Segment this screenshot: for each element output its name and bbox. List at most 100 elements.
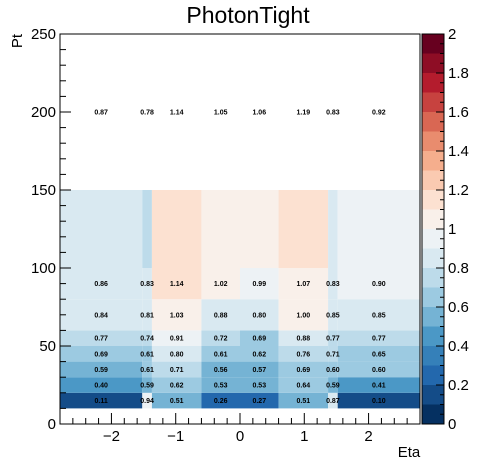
colorbar-tick-label: 0.2 <box>448 377 469 394</box>
heatmap-cell <box>337 190 420 268</box>
colorbar-tick-label: 2 <box>448 26 456 43</box>
heatmap-cell <box>278 299 329 331</box>
colorbar-segment <box>422 170 444 190</box>
heatmap-cell <box>60 190 143 268</box>
heatmap-cell <box>337 392 420 409</box>
cell-value-label: 1.05 <box>214 110 228 117</box>
cell-value-label: 0.60 <box>372 367 386 374</box>
heatmap-cell <box>201 190 240 268</box>
cell-value-label: 0.80 <box>252 312 266 319</box>
heatmap-cell <box>337 377 420 393</box>
heatmap-cell <box>328 361 338 378</box>
colorbar-tick-label: 1.8 <box>448 65 469 82</box>
heatmap-cell <box>328 299 338 331</box>
colorbar-segment <box>422 190 444 210</box>
heatmap-cell <box>142 361 152 378</box>
colorbar-tick-label: 1.4 <box>448 143 469 160</box>
heatmap-cell <box>240 330 279 346</box>
heatmap-cell <box>142 330 152 346</box>
heatmap-cell <box>201 330 240 346</box>
heatmap-cell <box>151 392 202 409</box>
cell-value-label: 0.51 <box>297 398 311 405</box>
cell-value-label: 0.10 <box>372 398 386 405</box>
cell-value-label: 1.00 <box>297 312 311 319</box>
cell-value-label: 1.14 <box>170 281 184 288</box>
heatmap-cells <box>60 190 420 409</box>
cell-value-label: 0.61 <box>140 367 154 374</box>
heatmap-cell <box>201 268 240 300</box>
x-axis-label: Eta <box>398 444 421 461</box>
heatmap-cell <box>60 346 143 362</box>
heatmap-cell <box>151 299 202 331</box>
cell-value-label: 0.83 <box>140 281 154 288</box>
cell-value-label: 0.83 <box>326 110 340 117</box>
colorbar-tick-label: 0.8 <box>448 260 469 277</box>
heatmap-cell <box>142 299 152 331</box>
colorbar-segment <box>422 112 444 132</box>
heatmap-cell <box>240 392 279 409</box>
heatmap-cell <box>328 392 338 409</box>
y-axis: 0 50 100 150 200 250 <box>31 26 71 433</box>
heatmap-cell <box>240 268 279 300</box>
y-tick-label: 200 <box>31 104 56 121</box>
colorbar-tick-label: 1.6 <box>448 104 469 121</box>
y-tick-label: 250 <box>31 26 56 43</box>
cell-value-label: 0.87 <box>326 398 340 405</box>
heatmap-cell <box>142 190 152 268</box>
cell-value-label: 0.84 <box>94 312 108 319</box>
heatmap-cell <box>60 392 143 409</box>
heatmap-cell <box>151 268 202 300</box>
heatmap-cell <box>240 361 279 378</box>
heatmap-cell <box>201 377 240 393</box>
colorbar-segment <box>422 92 444 112</box>
colorbar-segment <box>422 385 444 405</box>
heatmap-cell <box>151 377 202 393</box>
heatmap-cell <box>240 299 279 331</box>
cell-value-label: 0.85 <box>326 312 340 319</box>
cell-value-label: 0.77 <box>94 336 108 343</box>
x-axis: −2 −1 0 1 2 <box>59 413 421 445</box>
heatmap-cell <box>142 346 152 362</box>
cell-value-label: 0.59 <box>140 383 154 390</box>
colorbar-segment <box>422 131 444 151</box>
colorbar-tick-label: 0 <box>448 416 456 433</box>
y-tick-label: 0 <box>48 416 56 433</box>
colorbar-segment <box>422 268 444 288</box>
cell-value-label: 0.69 <box>94 351 108 358</box>
heatmap-cell <box>60 299 143 331</box>
heatmap-cell <box>240 346 279 362</box>
heatmap-value-labels: 0.11 0.94 0.51 0.26 0.27 0.51 0.87 0.10 0.40 0.59… <box>94 110 385 406</box>
heatmap-cell <box>328 377 338 393</box>
heatmap-cell <box>201 299 240 331</box>
heatmap-cell <box>328 268 338 300</box>
colorbar-segment <box>422 404 444 424</box>
colorbar-segment <box>422 307 444 327</box>
heatmap-cell <box>201 361 240 378</box>
x-tick-label: −2 <box>103 428 120 445</box>
cell-value-label: 0.88 <box>297 336 311 343</box>
heatmap-cell <box>337 330 420 346</box>
cell-value-label: 0.61 <box>140 351 154 358</box>
heatmap-cell <box>328 346 338 362</box>
cell-value-label: 0.92 <box>372 110 386 117</box>
x-tick-label: −1 <box>167 428 184 445</box>
heatmap-cell <box>151 361 202 378</box>
heatmap-cell <box>328 190 338 268</box>
cell-value-label: 0.62 <box>170 383 184 390</box>
cell-value-label: 0.62 <box>252 351 266 358</box>
cell-value-label: 0.87 <box>94 110 108 117</box>
cell-value-label: 0.56 <box>214 367 228 374</box>
cell-value-label: 0.40 <box>94 383 108 390</box>
cell-value-label: 1.19 <box>297 110 311 117</box>
cell-value-label: 0.99 <box>252 281 266 288</box>
cell-value-label: 1.06 <box>252 110 266 117</box>
cell-value-label: 0.71 <box>326 351 340 358</box>
heatmap-cell <box>60 268 143 300</box>
cell-value-label: 0.61 <box>214 351 228 358</box>
cell-value-label: 0.90 <box>372 281 386 288</box>
cell-value-label: 0.53 <box>252 383 266 390</box>
cell-value-label: 0.76 <box>297 351 311 358</box>
cell-value-label: 0.27 <box>252 398 266 405</box>
y-tick-label: 50 <box>39 338 56 355</box>
